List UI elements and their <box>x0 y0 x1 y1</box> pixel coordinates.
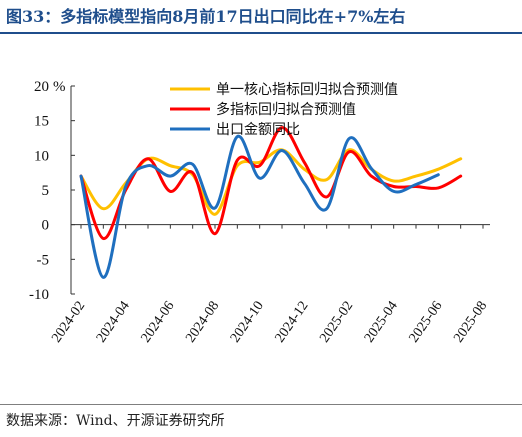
legend-label: 单一核心指标回归拟合预测值 <box>216 81 398 98</box>
title-rule <box>0 32 522 34</box>
series-line-single-indicator-forecast <box>79 148 463 216</box>
x-tick-label: 2024-02 <box>49 299 88 346</box>
x-tick-label: 2025-06 <box>407 299 446 346</box>
y-tick-label: 20 <box>34 79 49 95</box>
y-tick-label: -5 <box>37 252 50 268</box>
x-tick-label: 2024-10 <box>228 299 267 346</box>
y-tick-label: 15 <box>34 114 49 130</box>
x-tick-label: 2025-08 <box>451 299 490 346</box>
legend-label: 多指标回归拟合预测值 <box>216 101 356 118</box>
data-source: 数据来源：Wind、开源证券研究所 <box>6 413 225 429</box>
series-line-export-yoy <box>79 135 440 279</box>
x-tick-label: 2025-02 <box>317 299 356 346</box>
y-tick-label: -10 <box>29 287 49 303</box>
figure-title: 图33：多指标模型指向8月前17日出口同比在+7%左右 <box>6 7 406 26</box>
x-tick-label: 2024-12 <box>273 299 312 346</box>
y-tick-label: 10 <box>34 148 49 164</box>
y-tick-label: 5 <box>42 183 50 199</box>
y-unit-label: % <box>53 79 66 95</box>
legend-label: 出口金额同比 <box>216 122 300 138</box>
x-tick-label: 2024-04 <box>94 299 133 346</box>
x-tick-label: 2024-08 <box>183 299 222 346</box>
x-tick-label: 2025-04 <box>362 299 401 346</box>
x-tick-label: 2024-06 <box>139 299 178 346</box>
series-line-multi-indicator-forecast <box>79 126 463 240</box>
footer-rule <box>0 404 522 405</box>
y-tick-label: 0 <box>42 218 50 234</box>
